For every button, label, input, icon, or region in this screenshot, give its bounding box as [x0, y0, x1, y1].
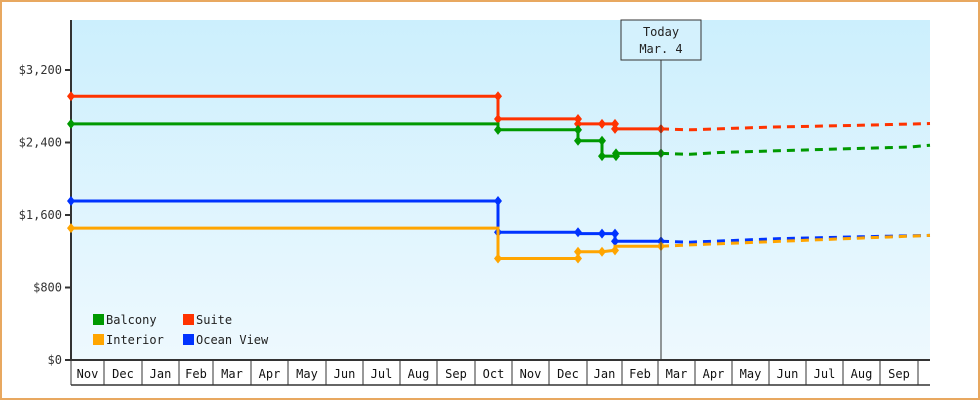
x-tick-label: May	[296, 367, 318, 381]
data-point[interactable]	[574, 253, 582, 264]
legend-label: Suite	[196, 313, 232, 327]
data-point[interactable]	[494, 195, 502, 206]
series-ocean-view	[67, 195, 931, 247]
legend-item-suite[interactable]: Suite	[183, 313, 232, 327]
x-tick-label: Apr	[259, 367, 281, 381]
x-tick-label: Jan	[150, 367, 172, 381]
data-point[interactable]	[598, 228, 606, 239]
legend-swatch	[93, 314, 104, 325]
legend-item-ocean-view[interactable]: Ocean View	[183, 333, 269, 347]
forecast-line	[660, 143, 931, 156]
legend-label: Ocean View	[196, 333, 269, 347]
series-suite	[67, 91, 931, 134]
y-tick-label: $1,600	[19, 208, 62, 222]
forecast-line	[660, 233, 931, 248]
data-point[interactable]	[598, 135, 606, 146]
data-point[interactable]	[494, 113, 502, 124]
x-tick-label: May	[740, 367, 762, 381]
legend-swatch	[93, 334, 104, 345]
x-tick-label: Feb	[185, 367, 207, 381]
data-point[interactable]	[494, 253, 502, 264]
forecast-line	[660, 233, 931, 244]
y-tick-label: $800	[33, 281, 62, 295]
x-tick-label: Apr	[703, 367, 725, 381]
x-tick-label: Aug	[851, 367, 873, 381]
data-point[interactable]	[494, 91, 502, 102]
x-tick-label: Nov	[520, 367, 542, 381]
data-point[interactable]	[598, 246, 606, 257]
plot-area	[71, 20, 930, 360]
data-point[interactable]	[574, 135, 582, 146]
x-tick-label: Mar	[666, 367, 688, 381]
series-layer	[67, 91, 931, 264]
data-point[interactable]	[67, 223, 75, 234]
x-tick-label: Jul	[814, 367, 836, 381]
data-point[interactable]	[612, 148, 620, 159]
data-point[interactable]	[611, 123, 619, 134]
x-tick-label: Dec	[557, 367, 579, 381]
series-balcony	[67, 118, 931, 162]
legend-swatch	[183, 314, 194, 325]
data-point[interactable]	[67, 118, 75, 129]
legend-item-balcony[interactable]: Balcony	[93, 313, 157, 327]
today-label: Today	[643, 25, 679, 39]
x-tick-label: Sep	[445, 367, 467, 381]
legend: Balcony Suite Interior Ocean View	[93, 313, 269, 347]
y-tick-label: $0	[48, 353, 62, 367]
data-point[interactable]	[611, 228, 619, 239]
x-tick-label: Sep	[888, 367, 910, 381]
x-tick-label: Mar	[221, 367, 243, 381]
today-date: Mar. 4	[639, 42, 682, 56]
data-point[interactable]	[67, 195, 75, 206]
data-point[interactable]	[494, 124, 502, 135]
axes: $0 $800 $1,600 $2,400 $3,200 Nov Dec Jan Feb Mar A…	[19, 20, 930, 386]
data-point[interactable]	[574, 227, 582, 238]
legend-label: Interior	[106, 333, 164, 347]
data-point[interactable]	[574, 124, 582, 135]
forecast-line	[660, 122, 931, 132]
x-tick-label: Feb	[629, 367, 651, 381]
x-tick-label: Jun	[334, 367, 356, 381]
data-point[interactable]	[598, 151, 606, 162]
data-point[interactable]	[611, 245, 619, 256]
y-tick-label: $3,200	[19, 63, 62, 77]
data-point[interactable]	[611, 236, 619, 247]
data-point[interactable]	[67, 91, 75, 102]
x-tick-label: Oct	[483, 367, 505, 381]
x-tick-label: Jan	[594, 367, 616, 381]
x-tick-label: Aug	[408, 367, 430, 381]
x-tick-label: Nov	[77, 367, 99, 381]
x-tick-label: Jul	[371, 367, 393, 381]
y-tick-label: $2,400	[19, 136, 62, 150]
legend-label: Balcony	[106, 313, 157, 327]
data-point[interactable]	[598, 118, 606, 129]
x-tick-label: Dec	[112, 367, 134, 381]
today-box	[620, 19, 702, 61]
legend-item-interior[interactable]: Interior	[93, 333, 164, 347]
today-marker: Today Mar. 4	[620, 19, 702, 360]
legend-swatch	[183, 334, 194, 345]
x-tick-label: Jun	[777, 367, 799, 381]
data-point[interactable]	[574, 118, 582, 129]
data-point[interactable]	[574, 246, 582, 257]
